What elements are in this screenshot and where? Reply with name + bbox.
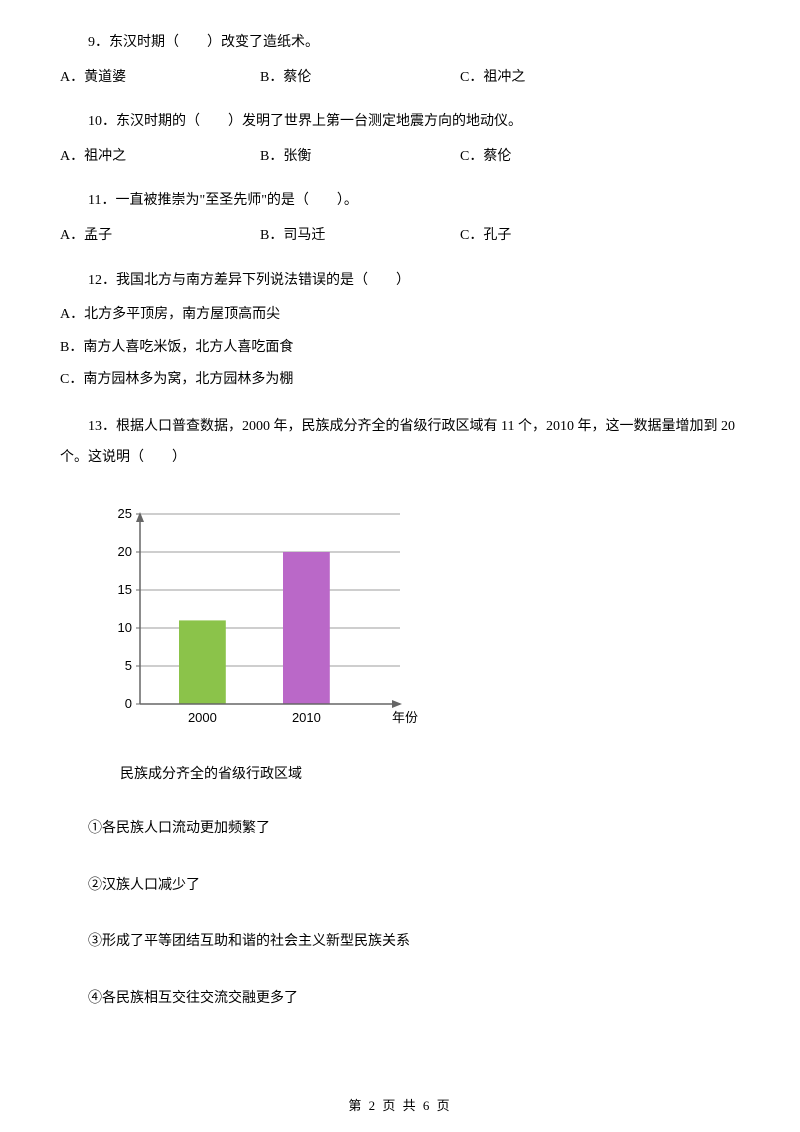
question-10: 10．东汉时期的（ ）发明了世界上第一台测定地震方向的地动仪。 A．祖冲之 B．…: [60, 109, 740, 170]
page-footer: 第 2 页 共 6 页: [0, 1095, 800, 1114]
svg-text:2010: 2010: [292, 710, 321, 725]
question-11: 11．一直被推崇为"至圣先师"的是（ ）。 A．孟子 B．司马迁 C．孔子: [60, 188, 740, 249]
svg-text:15: 15: [118, 582, 132, 597]
q13-s3: ③形成了平等团结互助和谐的社会主义新型民族关系: [60, 929, 740, 956]
q9-text: 9．东汉时期（ ）改变了造纸术。: [60, 30, 740, 57]
q13-s1: ①各民族人口流动更加频繁了: [60, 816, 740, 843]
q9-options: A．黄道婆 B．蔡伦 C．祖冲之: [60, 65, 740, 92]
q12-text: 12．我国北方与南方差异下列说法错误的是（ ）: [60, 268, 740, 295]
q9-opt-c: C．祖冲之: [460, 65, 660, 92]
question-12: 12．我国北方与南方差异下列说法错误的是（ ） A．北方多平顶房，南方屋顶高而尖…: [60, 268, 740, 394]
svg-text:25: 25: [118, 506, 132, 521]
svg-text:10: 10: [118, 620, 132, 635]
svg-text:2000: 2000: [188, 710, 217, 725]
svg-text:20: 20: [118, 544, 132, 559]
chart-caption: 民族成分齐全的省级行政区域: [120, 760, 740, 787]
svg-text:0: 0: [125, 696, 132, 711]
q10-options: A．祖冲之 B．张衡 C．蔡伦: [60, 144, 740, 171]
question-13: 13．根据人口普查数据，2000 年，民族成分齐全的省级行政区域有 11 个，2…: [60, 412, 740, 1013]
question-9: 9．东汉时期（ ）改变了造纸术。 A．黄道婆 B．蔡伦 C．祖冲之: [60, 30, 740, 91]
q10-opt-c: C．蔡伦: [460, 144, 660, 171]
q12-opt-c: C．南方园林多为窝，北方园林多为棚: [60, 367, 740, 394]
q12-opt-a: A．北方多平顶房，南方屋顶高而尖: [60, 302, 740, 329]
bar-chart: 0 5 10 15 20 25 2000 2010 年份 民族成分齐全的省级行政区域: [90, 504, 740, 787]
q13-s4: ④各民族相互交往交流交融更多了: [60, 986, 740, 1013]
q10-opt-a: A．祖冲之: [60, 144, 260, 171]
q11-opt-c: C．孔子: [460, 223, 660, 250]
q12-opt-b: B．南方人喜吃米饭，北方人喜吃面食: [60, 335, 740, 362]
chart-svg: 0 5 10 15 20 25 2000 2010 年份: [90, 504, 430, 754]
q11-text: 11．一直被推崇为"至圣先师"的是（ ）。: [60, 188, 740, 215]
q9-opt-b: B．蔡伦: [260, 65, 460, 92]
q11-opt-a: A．孟子: [60, 223, 260, 250]
q9-opt-a: A．黄道婆: [60, 65, 260, 92]
q10-opt-b: B．张衡: [260, 144, 460, 171]
q13-s2: ②汉族人口减少了: [60, 873, 740, 900]
q13-text: 13．根据人口普查数据，2000 年，民族成分齐全的省级行政区域有 11 个，2…: [60, 412, 740, 474]
svg-text:5: 5: [125, 658, 132, 673]
q10-text: 10．东汉时期的（ ）发明了世界上第一台测定地震方向的地动仪。: [60, 109, 740, 136]
q11-opt-b: B．司马迁: [260, 223, 460, 250]
q11-options: A．孟子 B．司马迁 C．孔子: [60, 223, 740, 250]
svg-text:年份: 年份: [392, 710, 418, 725]
